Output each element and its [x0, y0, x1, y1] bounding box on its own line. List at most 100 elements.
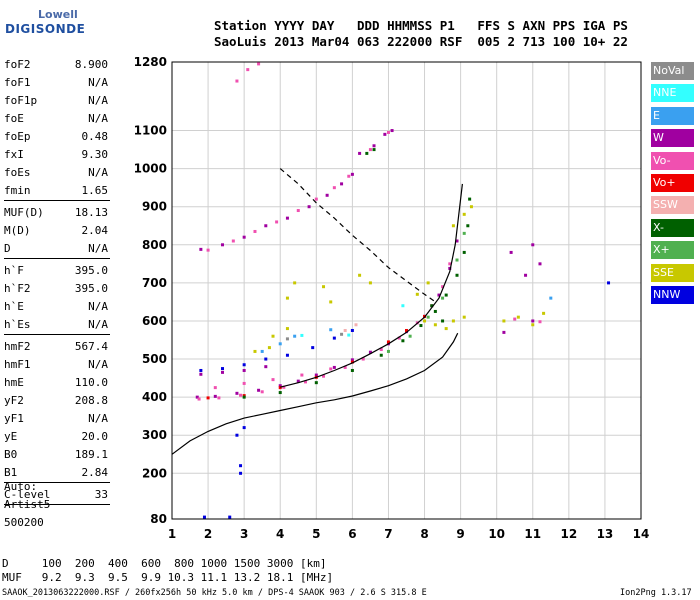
y-tick-label: 80	[150, 512, 167, 526]
param-row-fof1p: foF1p N/A	[2, 91, 110, 109]
data-point	[549, 296, 553, 300]
data-point	[307, 205, 311, 209]
param-separator	[4, 200, 110, 201]
y-tick-label: 1100	[134, 124, 167, 138]
data-point	[293, 334, 297, 338]
param-value: N/A	[88, 112, 108, 125]
param-row-c-level: C-level 33	[2, 485, 110, 503]
param-name: foEs	[4, 166, 31, 179]
param-row-h-es: h`Es N/A	[2, 315, 110, 333]
x-tick-label: 13	[597, 527, 614, 541]
data-point	[390, 129, 394, 133]
data-point	[509, 250, 513, 254]
data-point	[282, 385, 286, 389]
param-value: 9.30	[81, 148, 109, 161]
data-point	[325, 193, 329, 197]
profile-curve	[280, 183, 463, 388]
legend-item-vo-: Vo+	[651, 174, 694, 192]
data-point	[368, 281, 372, 285]
param-row-m-d-: M(D) 2.04	[2, 221, 110, 239]
param-name: h`Es	[4, 318, 31, 331]
x-tick-label: 7	[384, 527, 392, 541]
x-tick-label: 4	[276, 527, 284, 541]
data-point	[607, 281, 611, 285]
param-row-hmf2: hmF2 567.4	[2, 337, 110, 355]
param-value: N/A	[88, 94, 108, 107]
data-point	[242, 363, 246, 367]
param-row-fxi: fxI 9.30	[2, 145, 110, 163]
x-tick-label: 10	[488, 527, 505, 541]
data-point	[228, 515, 232, 519]
y-tick-label: 800	[142, 238, 167, 252]
y-tick-label: 1000	[134, 162, 167, 176]
param-row-foep: foEp 0.48	[2, 127, 110, 145]
data-point	[235, 391, 239, 395]
legend-item-x-: X-	[651, 218, 694, 237]
data-point	[322, 285, 326, 289]
data-point	[242, 235, 246, 239]
data-point	[278, 384, 282, 388]
data-point	[278, 386, 282, 390]
param-name: fmin	[4, 184, 31, 197]
data-point	[455, 239, 459, 243]
param-value: 2.04	[81, 224, 109, 237]
data-point	[285, 337, 289, 341]
data-point	[217, 396, 221, 400]
param-name: fxI	[4, 148, 24, 161]
param-separator	[4, 482, 110, 483]
param-row-b1: B1 2.84	[2, 463, 110, 481]
data-point	[303, 380, 307, 384]
data-point	[267, 346, 271, 350]
data-point	[242, 381, 246, 385]
data-point	[202, 515, 206, 519]
data-point	[444, 293, 448, 297]
param-value: N/A	[88, 166, 108, 179]
data-point	[468, 197, 472, 201]
data-point	[372, 148, 376, 152]
data-point	[195, 395, 199, 399]
data-point	[451, 224, 455, 228]
header-line-2: SaoLuis 2013 Mar04 063 222000 RSF 005 2 …	[214, 34, 628, 49]
data-point	[426, 315, 430, 319]
data-point	[350, 328, 354, 332]
data-point	[538, 262, 542, 266]
x-tick-label: 11	[524, 527, 541, 541]
data-point	[354, 323, 358, 327]
param-name: h`F2	[4, 282, 31, 295]
data-point	[253, 229, 257, 233]
param-name: yE	[4, 430, 18, 443]
data-point	[246, 68, 250, 72]
data-point	[386, 340, 390, 344]
logo-lowell: Lowell	[38, 8, 78, 21]
data-point	[264, 365, 268, 369]
data-point	[462, 315, 466, 319]
data-point	[332, 365, 336, 369]
data-point	[350, 360, 354, 364]
x-tick-label: 9	[456, 527, 464, 541]
y-tick-label: 400	[142, 390, 167, 404]
param-row-b0: B0 189.1	[2, 445, 110, 463]
legend-item-nnw: NNW	[651, 286, 694, 304]
data-point	[235, 433, 239, 437]
data-point	[448, 266, 452, 270]
param-row-foes: foEs N/A	[2, 163, 110, 181]
data-point	[462, 250, 466, 254]
param-value: 395.0	[74, 264, 108, 277]
param-value: 20.0	[81, 430, 109, 443]
data-point	[314, 197, 318, 201]
param-row-d: D N/A	[2, 239, 110, 257]
data-point	[386, 130, 390, 134]
data-point	[542, 311, 546, 315]
data-point	[329, 300, 333, 304]
param-value: 8.900	[74, 58, 108, 71]
data-point	[361, 357, 365, 361]
data-point	[513, 317, 517, 321]
data-point	[451, 319, 455, 323]
data-point	[260, 390, 264, 394]
param-name: hmF1	[4, 358, 31, 371]
param-row-muf-d-: MUF(D) 18.13	[2, 203, 110, 221]
data-point	[257, 388, 261, 392]
data-point	[408, 334, 412, 338]
data-point	[466, 224, 470, 228]
data-point	[433, 323, 437, 327]
